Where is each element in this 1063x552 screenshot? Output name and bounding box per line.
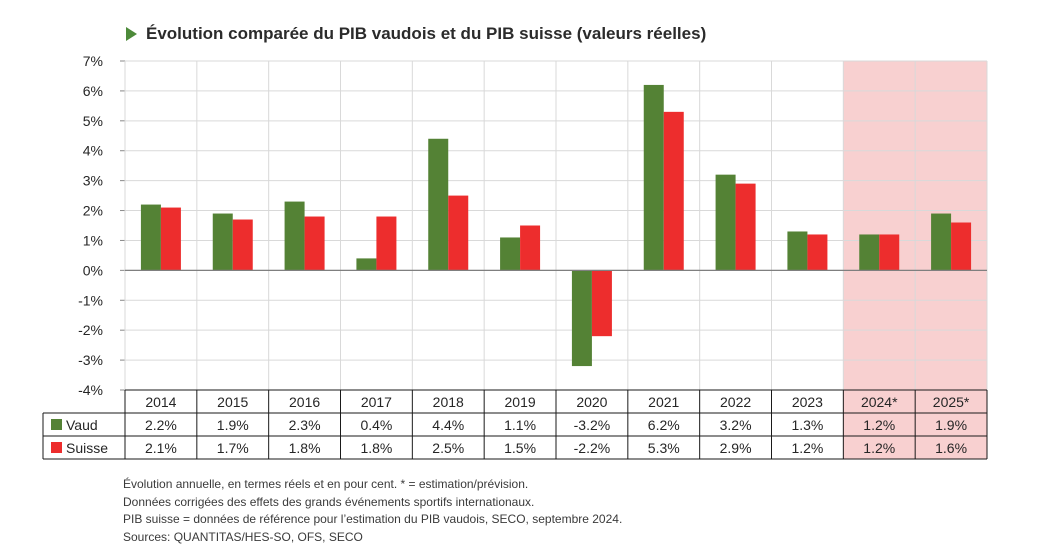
table-value-suisse: 1.8% [289,440,321,456]
table-value-suisse: 2.1% [145,440,177,456]
x-category-label: 2023 [792,394,823,410]
bar-suisse [520,225,541,271]
table-value-suisse: 1.2% [863,440,895,456]
y-tick-label: -2% [78,322,103,338]
table-value-vaud: 1.9% [935,417,967,433]
y-tick-label: 0% [83,262,103,278]
table-value-vaud: 2.3% [289,417,321,433]
x-category-label: 2025* [933,394,970,410]
bar-vaud [428,138,449,271]
bar-suisse [735,183,756,271]
x-category-label: 2020 [576,394,607,410]
y-tick-label: 3% [83,173,103,189]
table-value-suisse: -2.2% [574,440,611,456]
y-tick-label: 2% [83,203,103,219]
table-value-vaud: 1.2% [863,417,895,433]
x-category-label: 2014 [145,394,176,410]
bar-suisse [160,207,181,271]
bar-suisse [951,222,972,271]
y-tick-label: -4% [78,382,103,398]
table-value-vaud: 0.4% [360,417,392,433]
bar-suisse [807,234,828,271]
y-tick-label: 7% [83,53,103,69]
bar-vaud [859,234,880,271]
x-category-label: 2018 [433,394,464,410]
bar-vaud [356,258,377,271]
bar-suisse [879,234,900,271]
bar-vaud [140,204,161,271]
note-line: PIB suisse = données de référence pour l… [123,512,623,526]
bar-suisse [376,216,397,271]
y-tick-label: 6% [83,83,103,99]
table-value-vaud: 3.2% [720,417,752,433]
table-value-vaud: 1.9% [217,417,249,433]
x-category-label: 2024* [861,394,898,410]
bar-suisse [232,219,253,271]
legend-key-suisse [51,442,62,453]
chart-notes: Évolution annuelle, en termes réels et e… [123,476,622,546]
bar-chart: 7% 6% 5% 4% 3% 2% 1% 0% -1% -2% -3% -4% 2014 2015 2016… [42,53,988,460]
note-line: Données corrigées des effets des grands … [123,494,535,509]
bar-vaud [643,84,664,271]
table-value-suisse: 1.8% [360,440,392,456]
table-value-vaud: 2.2% [145,417,177,433]
table-value-suisse: 2.5% [432,440,464,456]
bar-vaud [931,213,952,271]
table-value-vaud: -3.2% [574,417,611,433]
bar-suisse [663,111,684,271]
table-value-suisse: 1.6% [935,440,967,456]
bar-vaud [715,174,736,271]
y-tick-label: -3% [78,352,103,368]
table-value-vaud: 4.4% [432,417,464,433]
chart-title-row: Évolution comparée du PIB vaudois et du … [126,22,706,46]
y-tick-label: 1% [83,232,103,248]
y-tick-label: 4% [83,143,103,159]
x-category-label: 2021 [648,394,679,410]
legend-key-vaud [51,419,62,430]
bar-vaud [212,213,233,271]
bar-suisse [304,216,325,271]
x-category-label: 2015 [217,394,248,410]
title-arrow-icon [126,27,137,41]
legend-label-suisse: Suisse [66,440,108,456]
bar-vaud [787,231,808,271]
chart-title: Évolution comparée du PIB vaudois et du … [146,24,707,43]
table-value-vaud: 1.1% [504,417,536,433]
table-value-suisse: 1.7% [217,440,249,456]
bar-vaud [571,270,592,367]
table-value-vaud: 1.3% [791,417,823,433]
bar-vaud [500,237,521,271]
x-category-label: 2016 [289,394,320,410]
table-value-suisse: 5.3% [648,440,680,456]
table-value-vaud: 6.2% [648,417,680,433]
note-line: Évolution annuelle, en termes réels et e… [123,477,529,491]
table-value-suisse: 2.9% [720,440,752,456]
bar-vaud [284,201,305,271]
bar-suisse [591,270,612,337]
y-tick-label: 5% [83,113,103,129]
x-category-label: 2022 [720,394,751,410]
x-category-label: 2017 [361,394,392,410]
table-value-suisse: 1.5% [504,440,536,456]
bar-suisse [448,195,469,271]
y-tick-label: -1% [78,292,103,308]
legend-label-vaud: Vaud [66,417,98,433]
x-category-label: 2019 [505,394,536,410]
note-line: Sources: QUANTITAS/HES-SO, OFS, SECO [123,529,363,544]
table-value-suisse: 1.2% [791,440,823,456]
